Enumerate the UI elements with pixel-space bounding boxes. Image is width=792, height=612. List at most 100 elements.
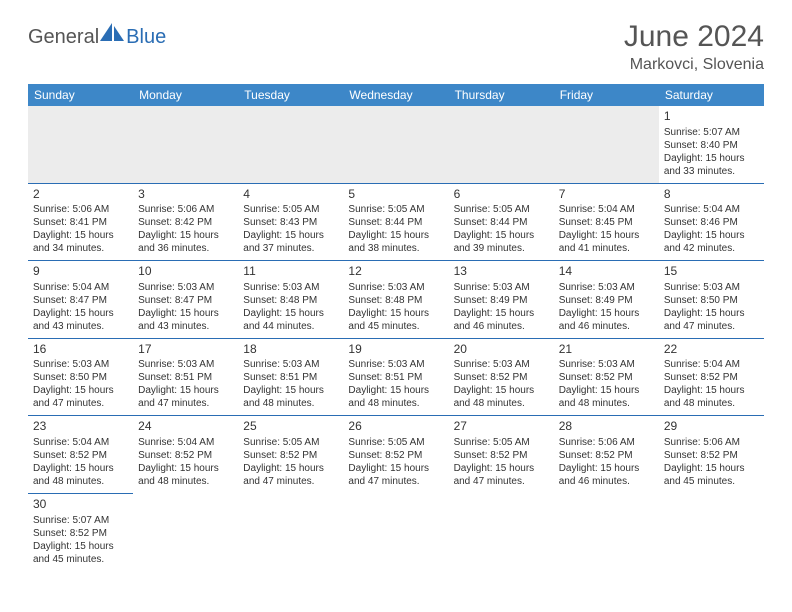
day-number: 4 [243,187,338,203]
calendar-cell [554,106,659,183]
calendar-cell: 5Sunrise: 5:05 AMSunset: 8:44 PMDaylight… [343,183,448,261]
calendar-row: 9Sunrise: 5:04 AMSunset: 8:47 PMDaylight… [28,261,764,339]
sunset-text: Sunset: 8:52 PM [138,449,233,462]
sunset-text: Sunset: 8:44 PM [348,216,443,229]
calendar-table: SundayMondayTuesdayWednesdayThursdayFrid… [28,84,764,571]
daylight-text: Daylight: 15 hours and 45 minutes. [348,307,443,333]
day-number: 22 [664,342,759,358]
daylight-text: Daylight: 15 hours and 48 minutes. [559,384,654,410]
daylight-text: Daylight: 15 hours and 44 minutes. [243,307,338,333]
sunset-text: Sunset: 8:52 PM [348,449,443,462]
sunset-text: Sunset: 8:52 PM [33,449,128,462]
page-title: June 2024 [624,20,764,54]
day-number: 1 [664,109,759,125]
calendar-cell [238,106,343,183]
calendar-cell [343,493,448,570]
daylight-text: Daylight: 15 hours and 34 minutes. [33,229,128,255]
column-header: Monday [133,84,238,106]
calendar-cell: 30Sunrise: 5:07 AMSunset: 8:52 PMDayligh… [28,493,133,570]
calendar-cell: 16Sunrise: 5:03 AMSunset: 8:50 PMDayligh… [28,338,133,416]
sunrise-text: Sunrise: 5:06 AM [664,436,759,449]
day-number: 26 [348,419,443,435]
daylight-text: Daylight: 15 hours and 36 minutes. [138,229,233,255]
calendar-cell: 21Sunrise: 5:03 AMSunset: 8:52 PMDayligh… [554,338,659,416]
sunrise-text: Sunrise: 5:04 AM [33,436,128,449]
calendar-cell: 8Sunrise: 5:04 AMSunset: 8:46 PMDaylight… [659,183,764,261]
daylight-text: Daylight: 15 hours and 47 minutes. [454,462,549,488]
daylight-text: Daylight: 15 hours and 47 minutes. [138,384,233,410]
day-number: 12 [348,264,443,280]
sunrise-text: Sunrise: 5:03 AM [243,358,338,371]
sunrise-text: Sunrise: 5:03 AM [138,281,233,294]
day-number: 7 [559,187,654,203]
sunrise-text: Sunrise: 5:07 AM [33,514,128,527]
calendar-cell: 13Sunrise: 5:03 AMSunset: 8:49 PMDayligh… [449,261,554,339]
calendar-cell [343,106,448,183]
sunrise-text: Sunrise: 5:05 AM [348,203,443,216]
sunrise-text: Sunrise: 5:05 AM [243,203,338,216]
sunset-text: Sunset: 8:52 PM [559,449,654,462]
day-number: 29 [664,419,759,435]
calendar-cell [133,106,238,183]
day-number: 6 [454,187,549,203]
sunrise-text: Sunrise: 5:03 AM [559,281,654,294]
calendar-cell [554,493,659,570]
calendar-row: 30Sunrise: 5:07 AMSunset: 8:52 PMDayligh… [28,493,764,570]
calendar-cell: 15Sunrise: 5:03 AMSunset: 8:50 PMDayligh… [659,261,764,339]
logo-text-blue: Blue [126,26,166,49]
sunset-text: Sunset: 8:49 PM [454,294,549,307]
calendar-cell: 3Sunrise: 5:06 AMSunset: 8:42 PMDaylight… [133,183,238,261]
calendar-cell [659,493,764,570]
sunset-text: Sunset: 8:48 PM [348,294,443,307]
sunset-text: Sunset: 8:52 PM [664,371,759,384]
calendar-cell: 17Sunrise: 5:03 AMSunset: 8:51 PMDayligh… [133,338,238,416]
day-number: 5 [348,187,443,203]
calendar-cell: 28Sunrise: 5:06 AMSunset: 8:52 PMDayligh… [554,416,659,494]
title-block: June 2024 Markovci, Slovenia [624,20,764,74]
day-number: 20 [454,342,549,358]
daylight-text: Daylight: 15 hours and 47 minutes. [348,462,443,488]
sunrise-text: Sunrise: 5:03 AM [454,281,549,294]
calendar-row: 1Sunrise: 5:07 AMSunset: 8:40 PMDaylight… [28,106,764,183]
sunrise-text: Sunrise: 5:03 AM [559,358,654,371]
sunrise-text: Sunrise: 5:05 AM [454,436,549,449]
day-number: 23 [33,419,128,435]
sunset-text: Sunset: 8:52 PM [243,449,338,462]
day-number: 28 [559,419,654,435]
day-number: 25 [243,419,338,435]
logo-text-general: General [28,26,99,49]
calendar-cell: 12Sunrise: 5:03 AMSunset: 8:48 PMDayligh… [343,261,448,339]
column-header: Sunday [28,84,133,106]
sunset-text: Sunset: 8:52 PM [33,527,128,540]
day-number: 8 [664,187,759,203]
sunset-text: Sunset: 8:52 PM [454,371,549,384]
sunset-text: Sunset: 8:43 PM [243,216,338,229]
daylight-text: Daylight: 15 hours and 37 minutes. [243,229,338,255]
calendar-cell: 25Sunrise: 5:05 AMSunset: 8:52 PMDayligh… [238,416,343,494]
sunrise-text: Sunrise: 5:06 AM [559,436,654,449]
sunset-text: Sunset: 8:47 PM [33,294,128,307]
sunset-text: Sunset: 8:49 PM [559,294,654,307]
calendar-cell: 10Sunrise: 5:03 AMSunset: 8:47 PMDayligh… [133,261,238,339]
sunrise-text: Sunrise: 5:05 AM [454,203,549,216]
daylight-text: Daylight: 15 hours and 39 minutes. [454,229,549,255]
sunset-text: Sunset: 8:50 PM [664,294,759,307]
daylight-text: Daylight: 15 hours and 46 minutes. [454,307,549,333]
sail-icon [98,21,126,43]
calendar-cell [238,493,343,570]
day-number: 10 [138,264,233,280]
sunset-text: Sunset: 8:48 PM [243,294,338,307]
calendar-cell: 19Sunrise: 5:03 AMSunset: 8:51 PMDayligh… [343,338,448,416]
sunrise-text: Sunrise: 5:03 AM [138,358,233,371]
calendar-cell [28,106,133,183]
day-number: 18 [243,342,338,358]
sunrise-text: Sunrise: 5:04 AM [138,436,233,449]
calendar-cell: 29Sunrise: 5:06 AMSunset: 8:52 PMDayligh… [659,416,764,494]
calendar-cell: 4Sunrise: 5:05 AMSunset: 8:43 PMDaylight… [238,183,343,261]
sunrise-text: Sunrise: 5:07 AM [664,126,759,139]
sunrise-text: Sunrise: 5:06 AM [33,203,128,216]
daylight-text: Daylight: 15 hours and 38 minutes. [348,229,443,255]
day-number: 30 [33,497,128,513]
day-number: 24 [138,419,233,435]
sunrise-text: Sunrise: 5:04 AM [559,203,654,216]
